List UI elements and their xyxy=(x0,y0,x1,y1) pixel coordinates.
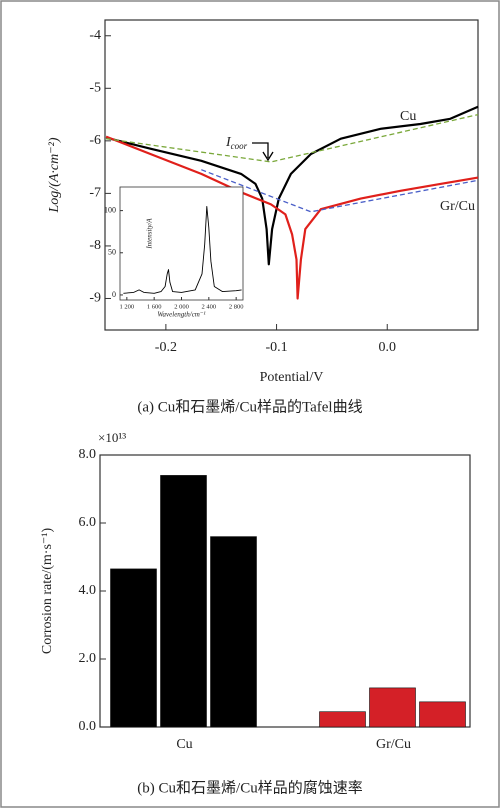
x-tick-label: 2 800 xyxy=(229,303,244,310)
y-tick-label: -8 xyxy=(89,238,101,253)
y-axis-label: Log/(A·cm⁻²) xyxy=(47,137,62,213)
annotation-main: I xyxy=(225,135,232,150)
x-axis-label: Potential/V xyxy=(260,370,324,385)
series-line xyxy=(123,205,242,294)
series-line xyxy=(105,105,479,266)
y-tick-label: 4.0 xyxy=(79,583,97,598)
y-tick-label: -6 xyxy=(89,133,101,148)
x-tick-label: 2 400 xyxy=(202,303,217,310)
y-axis-label: Corrosion rate/(m·s⁻¹) xyxy=(40,528,55,655)
caption: (a) Cu和石墨烯/Cu样品的Tafel曲线 xyxy=(137,398,362,415)
y-tick-label: 8.0 xyxy=(79,447,97,462)
y-tick-label: -5 xyxy=(89,81,101,96)
annotation: Icoor xyxy=(225,135,248,151)
bar xyxy=(110,568,157,728)
arrow xyxy=(252,142,274,162)
annotation-sub: coor xyxy=(231,141,248,151)
bar xyxy=(160,475,207,728)
y-tick-label: 0.0 xyxy=(79,719,97,734)
x-tick-label: -0.1 xyxy=(265,340,287,355)
y-multiplier: ×10¹³ xyxy=(98,430,126,445)
y-tick-label: -4 xyxy=(89,28,101,43)
bar xyxy=(369,687,416,728)
x-tick-label: Cu xyxy=(176,737,192,752)
y-tick-label: 6.0 xyxy=(79,515,97,530)
x-tick-label: -0.2 xyxy=(155,340,177,355)
series-line xyxy=(105,135,479,300)
x-tick-label: 1 600 xyxy=(147,303,162,310)
y-tick-label: 50 xyxy=(108,248,116,257)
y-axis-label: Intensity/A xyxy=(146,218,154,250)
bar xyxy=(419,701,466,728)
bar xyxy=(319,711,366,728)
x-axis-label: Wavelength/cm⁻¹ xyxy=(157,311,205,319)
caption: (b) Cu和石墨烯/Cu样品的腐蚀速率 xyxy=(137,778,362,796)
y-tick-label: -9 xyxy=(89,291,101,306)
x-tick-label: Gr/Cu xyxy=(376,737,411,752)
bar xyxy=(210,536,257,728)
series-label: Cu xyxy=(400,109,416,124)
x-tick-label: 0.0 xyxy=(378,340,396,355)
y-tick-label: 100 xyxy=(104,205,116,214)
series-label: Gr/Cu xyxy=(440,199,475,214)
x-tick-label: 2 000 xyxy=(174,303,189,310)
y-tick-label: -7 xyxy=(89,186,101,201)
y-tick-label: 0 xyxy=(112,290,116,299)
plot-frame xyxy=(119,186,244,301)
y-tick-label: 2.0 xyxy=(79,651,97,666)
tangent-line xyxy=(106,113,479,163)
x-tick-label: 1 200 xyxy=(120,303,135,310)
